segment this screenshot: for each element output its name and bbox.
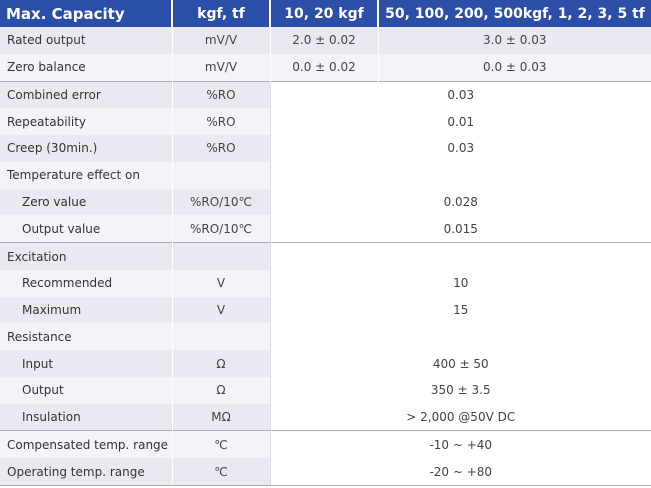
header-capacity-small: 10, 20 kgf [269, 0, 378, 27]
row-value: 15 [269, 296, 651, 324]
row-unit: %RO/10℃ [171, 215, 270, 243]
header-capacity-large: 50, 100, 200, 500kgf, 1, 2, 3, 5 tf [377, 0, 651, 27]
row-label: Compensated temp. range [0, 430, 172, 459]
row-value-large: 3.0 ± 0.03 [377, 27, 651, 54]
header-max-capacity: Max. Capacity [0, 0, 172, 27]
table-row: Repeatability %RO 0.01 [0, 108, 651, 136]
table-row: Resistance [0, 323, 651, 351]
row-unit: V [171, 269, 270, 297]
row-label: Zero value [0, 188, 172, 216]
row-value-small: 2.0 ± 0.02 [269, 27, 378, 54]
row-label: Combined error [0, 80, 172, 109]
row-value [269, 161, 651, 189]
header-row: Max. Capacity kgf, tf 10, 20 kgf 50, 100… [0, 0, 651, 27]
table-row: Zero value %RO/10℃ 0.028 [0, 188, 651, 216]
table-row: Temperature effect on [0, 161, 651, 189]
table-row: Recommended V 10 [0, 269, 651, 297]
row-value: 0.01 [269, 108, 651, 136]
row-value: 0.03 [269, 135, 651, 162]
row-label: Maximum [0, 296, 172, 324]
row-unit: mV/V [171, 53, 270, 82]
row-label: Excitation [0, 242, 172, 270]
row-label: Temperature effect on [0, 161, 172, 189]
row-unit: V [171, 296, 270, 324]
row-label: Repeatability [0, 108, 172, 136]
row-value: 0.028 [269, 188, 651, 216]
row-label: Insulation [0, 403, 172, 431]
table-row: Operating temp. range ℃ -20 ~ +80 [0, 458, 651, 487]
table-row: Output Ω 350 ± 3.5 [0, 376, 651, 404]
table-row: Creep (30min.) %RO 0.03 [0, 135, 651, 162]
row-unit: mV/V [171, 27, 270, 54]
table-row: Insulation MΩ > 2,000 @50V DC [0, 403, 651, 431]
row-label: Zero balance [0, 53, 172, 82]
row-label: Input [0, 350, 172, 377]
row-value: 0.015 [269, 215, 651, 243]
row-value-large: 0.0 ± 0.03 [377, 53, 651, 82]
table-row: Rated output mV/V 2.0 ± 0.02 3.0 ± 0.03 [0, 27, 651, 54]
table-row: Combined error %RO 0.03 [0, 80, 651, 109]
row-unit: %RO [171, 80, 270, 109]
table-row: Input Ω 400 ± 50 [0, 350, 651, 377]
table-row: Output value %RO/10℃ 0.015 [0, 215, 651, 243]
table-row: Compensated temp. range ℃ -10 ~ +40 [0, 430, 651, 459]
row-unit: ℃ [171, 458, 270, 487]
row-value: -10 ~ +40 [269, 430, 651, 459]
row-label: Recommended [0, 269, 172, 297]
header-unit: kgf, tf [171, 0, 270, 27]
row-value: -20 ~ +80 [269, 458, 651, 487]
row-value [269, 242, 651, 270]
row-label: Rated output [0, 27, 172, 54]
row-unit: Ω [171, 376, 270, 404]
row-value: 400 ± 50 [269, 350, 651, 377]
row-unit: %RO/10℃ [171, 188, 270, 216]
row-label: Creep (30min.) [0, 135, 172, 162]
row-label: Operating temp. range [0, 458, 172, 487]
row-unit: Ω [171, 350, 270, 377]
table-row: Excitation [0, 242, 651, 270]
table-row: Zero balance mV/V 0.0 ± 0.02 0.0 ± 0.03 [0, 53, 651, 82]
row-value-small: 0.0 ± 0.02 [269, 53, 378, 82]
row-unit [171, 323, 270, 351]
row-label: Output [0, 376, 172, 404]
row-label: Output value [0, 215, 172, 243]
table-row: Maximum V 15 [0, 296, 651, 324]
row-value: 350 ± 3.5 [269, 376, 651, 404]
row-unit: %RO [171, 108, 270, 136]
row-unit: ℃ [171, 430, 270, 459]
row-unit [171, 161, 270, 189]
row-label: Resistance [0, 323, 172, 351]
row-unit: %RO [171, 135, 270, 162]
row-unit: MΩ [171, 403, 270, 431]
row-value: 0.03 [269, 80, 651, 109]
row-value: > 2,000 @50V DC [269, 403, 651, 431]
row-value [269, 323, 651, 351]
row-unit [171, 242, 270, 270]
row-value: 10 [269, 269, 651, 297]
